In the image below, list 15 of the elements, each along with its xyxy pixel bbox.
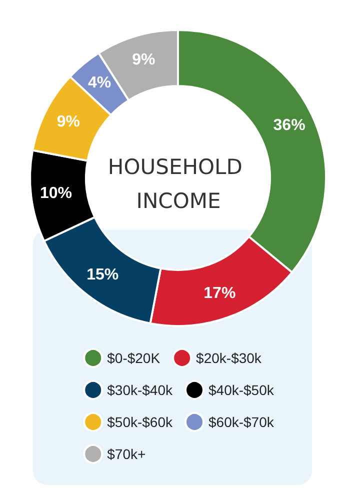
data-label: 9% (132, 51, 156, 68)
data-label: 9% (56, 114, 80, 131)
legend-label: $30k-$40k (107, 382, 174, 398)
legend-label: $70k+ (107, 446, 146, 462)
text: HOUSEHOLD INCOME (108, 155, 250, 213)
legend-label: $40k-$50k (208, 382, 275, 398)
data-label: 15% (86, 266, 119, 284)
data-label: 4% (88, 74, 112, 92)
legend-label: $60k-$70k (208, 414, 275, 430)
legend-label: $0-$20K (107, 350, 161, 366)
data-label: 17% (204, 285, 236, 302)
data-label: 10% (40, 184, 72, 202)
legend-label: $20k-$30k (196, 350, 262, 366)
data-label: 36% (273, 117, 306, 134)
legend-label: $50k-$60k (107, 414, 174, 430)
